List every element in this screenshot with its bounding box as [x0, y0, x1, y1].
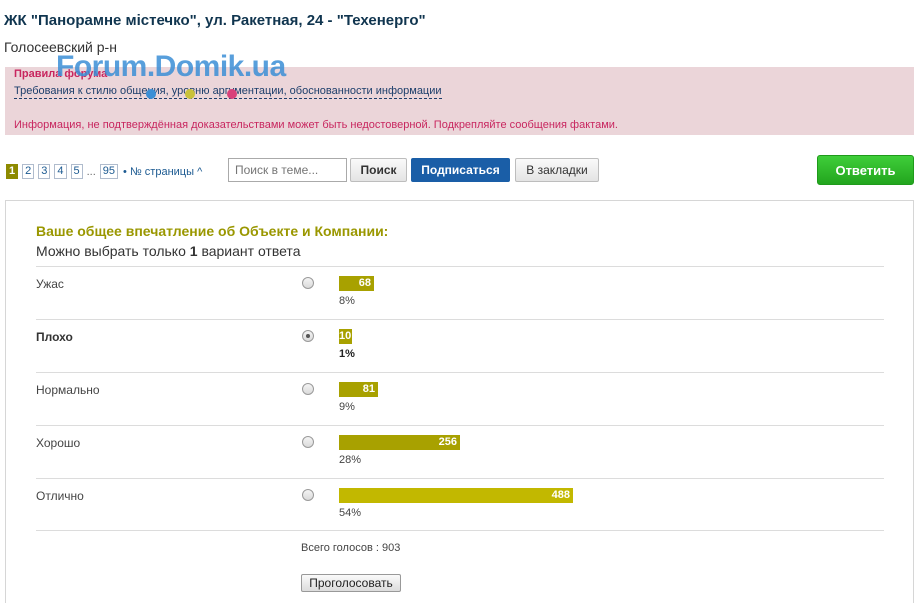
page-link-4[interactable]: 4 [54, 164, 67, 179]
pagination: 1 2 3 4 5... 95 • № страницы ^ [6, 164, 202, 179]
subscribe-button[interactable]: Подписаться [411, 158, 510, 182]
poll-option-label: Плохо [36, 330, 73, 344]
yellow-dot-icon [185, 89, 195, 99]
poll-option-row: Плохо 10 1% [36, 319, 884, 372]
poll-result-percent: 54% [339, 507, 362, 519]
poll-hint-count: 1 [189, 243, 198, 259]
search-button[interactable]: Поиск [350, 158, 407, 182]
page-link-3[interactable]: 3 [38, 164, 51, 179]
topic-subtitle: Голосеевский р-н [4, 39, 117, 55]
poll-option-row: Отлично 488 54% [36, 478, 884, 531]
page-link-5[interactable]: 5 [70, 164, 83, 179]
bookmark-button[interactable]: В закладки [515, 158, 599, 182]
poll-option-row: Хорошо 256 28% [36, 425, 884, 478]
page-ellipsis: ... [86, 165, 96, 178]
page-link-last[interactable]: 95 [99, 164, 119, 179]
poll-option-radio[interactable] [302, 277, 314, 289]
poll-result-percent: 1% [339, 348, 355, 360]
poll-question: Ваше общее впечатление об Объекте и Комп… [36, 223, 389, 239]
poll-box: Ваше общее впечатление об Объекте и Комп… [5, 200, 914, 603]
reply-button[interactable]: Ответить [817, 155, 914, 185]
poll-result-bar: 10 [339, 329, 352, 344]
poll-option-label: Отлично [36, 489, 84, 503]
poll-option-row: Нормально 81 9% [36, 372, 884, 425]
poll-option-label: Хорошо [36, 436, 81, 450]
rules-warning: Информация, не подтверждённая доказатель… [14, 119, 618, 131]
poll-option-label: Нормально [36, 383, 100, 397]
poll-result-percent: 8% [339, 295, 355, 307]
page-link-2[interactable]: 2 [22, 164, 35, 179]
poll-result-bar: 81 [339, 382, 378, 397]
poll-option-radio[interactable] [302, 489, 314, 501]
poll-hint-prefix: Можно выбрать только [36, 243, 190, 259]
poll-result-percent: 9% [339, 401, 355, 413]
page-link-1[interactable]: 1 [6, 164, 19, 179]
vote-button[interactable]: Проголосовать [301, 574, 401, 592]
poll-divider [36, 530, 884, 531]
poll-result-bar: 488 [339, 488, 573, 503]
poll-result-bar: 256 [339, 435, 460, 450]
forum-rules-box: Правила форума Требования к стилю общени… [5, 67, 914, 135]
poll-option-radio[interactable] [302, 330, 314, 342]
poll-option-radio[interactable] [302, 436, 314, 448]
poll-result-percent: 28% [339, 454, 362, 466]
site-watermark-logo: Forum.Domik.ua [56, 50, 286, 83]
page-jump-link[interactable]: • № страницы ^ [123, 165, 203, 178]
total-votes: Всего голосов : 903 [301, 542, 401, 554]
poll-option-row: Ужас 68 8% [36, 266, 884, 319]
topic-search-input[interactable] [228, 158, 347, 182]
pink-dot-icon [227, 89, 237, 99]
poll-option-radio[interactable] [302, 383, 314, 395]
poll-hint-suffix: вариант ответа [197, 243, 301, 259]
topic-title: ЖК "Панорамне містечко", ул. Ракетная, 2… [4, 12, 426, 29]
blue-dot-icon [146, 89, 156, 99]
poll-option-label: Ужас [36, 277, 64, 291]
poll-result-bar: 68 [339, 276, 374, 291]
poll-hint: Можно выбрать только 1 вариант ответа [36, 243, 300, 259]
rules-title: Правила форума [14, 68, 108, 80]
